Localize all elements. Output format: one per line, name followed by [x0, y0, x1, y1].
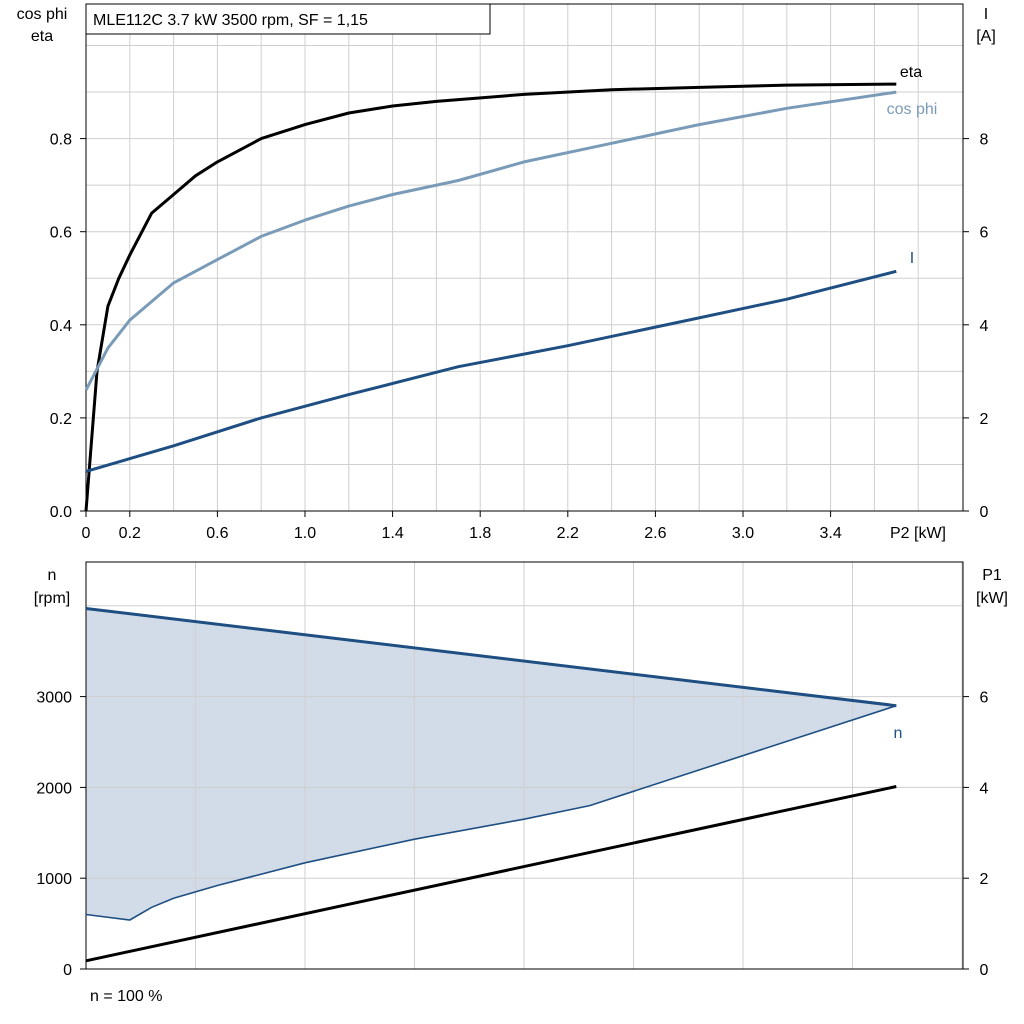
performance-grid: [86, 4, 963, 511]
y-left-tick-label: 0.0: [50, 504, 72, 521]
speed-power-series-group: [85, 607, 897, 963]
power-tick-label: 6: [980, 690, 989, 707]
x-axis-label: P2 [kW]: [890, 525, 946, 542]
speed-series-labels: n: [894, 725, 903, 742]
speed-tick-label: 0: [63, 962, 72, 979]
y-left-tick-labels: 0.0 0.2 0.4 0.6 0.8: [50, 132, 86, 521]
y-right-tick-label: 8: [980, 132, 989, 149]
series-line-p1: [85, 785, 897, 963]
speed-power-plot-frame: [85, 561, 964, 970]
series-line-eta: [84, 82, 897, 512]
y-right-tick-label: 6: [980, 225, 989, 242]
performance-chart: MLE112C 3.7 kW 3500 rpm, SF = 1,15 cos p…: [17, 3, 996, 542]
y-left-label-eta: eta: [31, 28, 53, 45]
power-tick-label: 0: [980, 962, 989, 979]
performance-plot-frame: [85, 3, 964, 512]
speed-power-chart: n [rpm] P1 [kW] 0 1000 2000 3000 0 2 4 6 n n =…: [34, 561, 1008, 1005]
chart-title-box: [85, 3, 491, 35]
x-tick-label: 0.6: [206, 525, 228, 542]
series-label-n: n: [894, 725, 903, 742]
x-tick-label: 0: [82, 525, 91, 542]
speed-tick-label: 1000: [36, 871, 72, 888]
power-tick-label: 4: [980, 780, 989, 797]
x-tick-label: 1.4: [381, 525, 403, 542]
y-left-tick-label: 0.2: [50, 411, 72, 428]
speed-power-grid: [86, 562, 963, 969]
speed-tick-label: 2000: [36, 780, 72, 797]
x-tick-label: 0.2: [119, 525, 141, 542]
y-left-tick-label: 0.4: [50, 318, 72, 335]
y-right-tick-labels: 0 2 4 6 8: [963, 132, 989, 521]
y-left-tick-label: 0.8: [50, 132, 72, 149]
series-line-i: [85, 269, 897, 473]
x-tick-label: 1.0: [294, 525, 316, 542]
y-right-label-current: I: [984, 6, 988, 23]
power-tick-labels: 0 2 4 6: [963, 690, 989, 979]
y-right-tick-label: 0: [980, 504, 989, 521]
x-tick-label: 2.6: [644, 525, 666, 542]
y-right-tick-label: 2: [980, 411, 989, 428]
y-right-label-unit: [A]: [976, 28, 996, 45]
y-right-tick-label: 4: [980, 318, 989, 335]
y-right-label-p1: P1: [982, 567, 1002, 584]
x-tick-label: 2.2: [557, 525, 579, 542]
series-line-cos-phi: [84, 90, 897, 391]
series-label-i: I: [910, 250, 914, 267]
speed-tick-labels: 0 1000 2000 3000: [36, 690, 86, 979]
series-line-n-min: [85, 704, 897, 921]
x-tick-labels: 0 0.2 0.6 1.0 1.4 1.8 2.2 2.6 3.0 3.4: [82, 511, 842, 542]
power-tick-label: 2: [980, 871, 989, 888]
x-tick-label: 1.8: [469, 525, 491, 542]
x-tick-label: 3.4: [819, 525, 841, 542]
series-label-eta: eta: [900, 64, 922, 81]
y-left-tick-label: 0.6: [50, 225, 72, 242]
speed-range-area-group: [86, 608, 897, 920]
y-left-label-cos-phi: cos phi: [17, 6, 68, 23]
speed-tick-label: 3000: [36, 690, 72, 707]
speed-footnote: n = 100 %: [90, 988, 163, 1005]
series-labels: eta cos phi I: [887, 64, 938, 267]
y-right-label-kw: [kW]: [976, 590, 1008, 607]
x-tick-label: 3.0: [732, 525, 754, 542]
series-line-n-max: [85, 607, 897, 708]
chart-title: MLE112C 3.7 kW 3500 rpm, SF = 1,15: [93, 12, 368, 29]
y-left-label-rpm: [rpm]: [34, 590, 70, 607]
series-label-cos-phi: cos phi: [887, 101, 938, 118]
y-left-label-n: n: [48, 567, 57, 584]
performance-series-group: [84, 82, 897, 512]
speed-range-area: [86, 608, 897, 920]
